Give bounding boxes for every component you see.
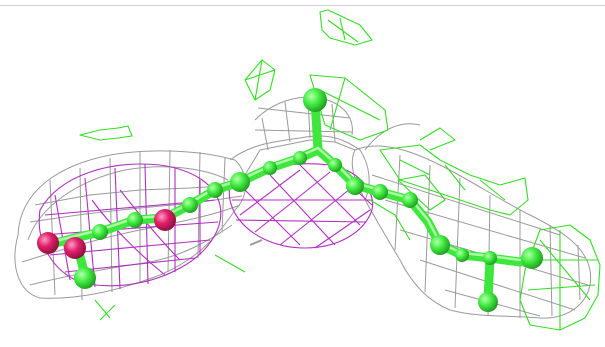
green-density-mesh [79, 9, 601, 331]
stray-marks [249, 239, 263, 246]
molecule-atoms [37, 88, 543, 312]
top-border [0, 0, 605, 6]
